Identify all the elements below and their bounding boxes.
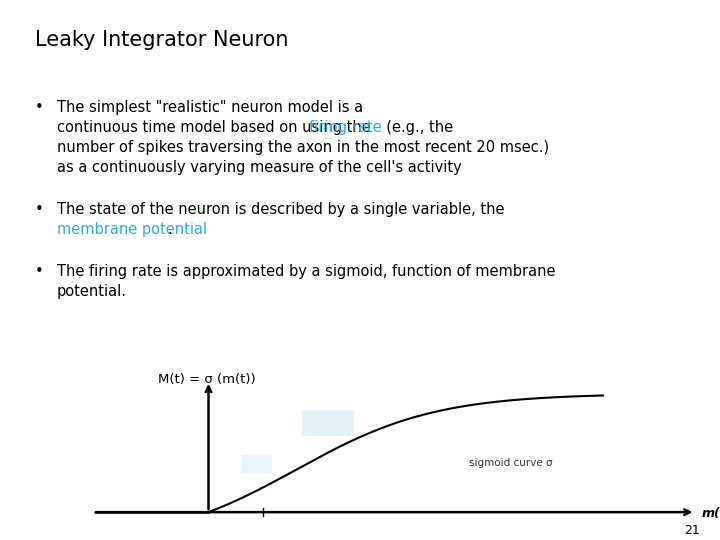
Text: The firing rate is approximated by a sigmoid, function of membrane: The firing rate is approximated by a sig… — [57, 264, 556, 279]
Text: •: • — [35, 264, 44, 279]
Text: The state of the neuron is described by a single variable, the: The state of the neuron is described by … — [57, 202, 505, 217]
Text: •: • — [35, 202, 44, 217]
Text: m(t): m(t) — [701, 507, 720, 520]
Text: number of spikes traversing the axon in the most recent 20 msec.): number of spikes traversing the axon in … — [57, 140, 549, 155]
Text: 21: 21 — [684, 524, 700, 537]
Text: as a continuously varying measure of the cell's activity: as a continuously varying measure of the… — [57, 160, 462, 175]
Text: potential.: potential. — [57, 284, 127, 299]
Text: Leaky Integrator Neuron: Leaky Integrator Neuron — [35, 30, 289, 50]
Bar — [302, 410, 354, 436]
Bar — [242, 455, 272, 473]
Text: continuous time model based on using the: continuous time model based on using the — [57, 120, 375, 135]
Text: sigmoid curve σ: sigmoid curve σ — [469, 457, 552, 468]
Text: .: . — [168, 222, 173, 237]
Text: The simplest "realistic" neuron model is a: The simplest "realistic" neuron model is… — [57, 100, 363, 115]
Text: M(t) = σ (m(t)): M(t) = σ (m(t)) — [158, 373, 256, 386]
Text: (e.g., the: (e.g., the — [377, 120, 453, 135]
Text: membrane potential: membrane potential — [57, 222, 207, 237]
Text: •: • — [35, 100, 44, 115]
Text: firing rate: firing rate — [309, 120, 382, 135]
